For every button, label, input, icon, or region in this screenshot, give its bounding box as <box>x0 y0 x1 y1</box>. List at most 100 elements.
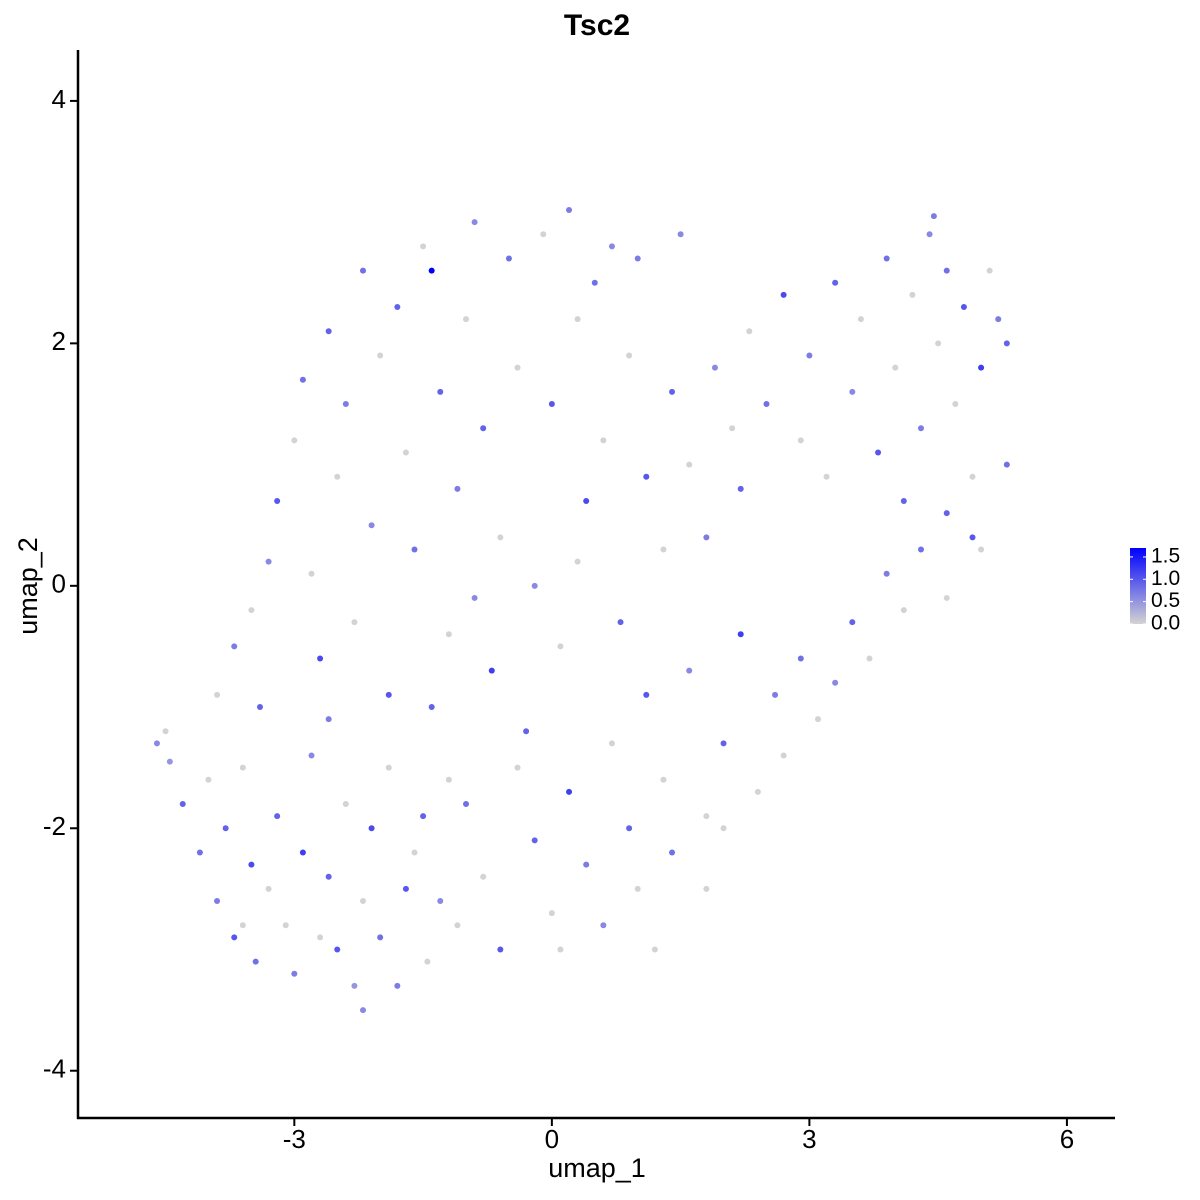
point <box>463 801 470 808</box>
point <box>334 473 341 480</box>
point <box>325 716 332 723</box>
y-tick-label: 4 <box>52 84 66 114</box>
point <box>394 303 401 310</box>
point <box>162 728 169 735</box>
point <box>926 231 933 238</box>
point <box>626 825 633 832</box>
point <box>334 946 341 953</box>
point <box>239 764 246 771</box>
x-axis-label: umap_1 <box>548 1153 646 1183</box>
point <box>325 328 332 335</box>
point <box>617 619 624 626</box>
point <box>608 740 615 747</box>
point <box>892 364 899 371</box>
point <box>900 607 907 614</box>
point <box>308 570 315 577</box>
point <box>402 885 409 892</box>
point <box>806 352 813 359</box>
point <box>471 219 478 226</box>
point <box>669 388 676 395</box>
point <box>875 449 882 456</box>
point <box>677 231 684 238</box>
point <box>424 958 431 965</box>
point <box>437 388 444 395</box>
point <box>205 776 212 783</box>
point <box>763 400 770 407</box>
y-tick-label: -4 <box>43 1054 66 1084</box>
point <box>703 813 710 820</box>
point <box>626 352 633 359</box>
point <box>368 522 375 529</box>
point <box>797 655 804 662</box>
point <box>943 267 950 274</box>
point <box>377 934 384 941</box>
point <box>608 243 615 250</box>
point <box>368 825 375 832</box>
point <box>282 922 289 929</box>
point <box>978 364 985 371</box>
point <box>930 213 937 220</box>
point <box>952 400 959 407</box>
point <box>917 425 924 432</box>
point <box>166 758 173 765</box>
point <box>252 958 259 965</box>
point <box>780 291 787 298</box>
point <box>351 619 358 626</box>
point <box>214 691 221 698</box>
point <box>385 764 392 771</box>
point <box>325 873 332 880</box>
point <box>360 898 367 905</box>
point <box>454 922 461 929</box>
point <box>1003 461 1010 468</box>
point <box>909 291 916 298</box>
point <box>291 437 298 444</box>
point <box>969 534 976 541</box>
point <box>900 497 907 504</box>
point <box>360 267 367 274</box>
point <box>960 303 967 310</box>
point <box>377 352 384 359</box>
point <box>849 388 856 395</box>
point <box>256 704 263 711</box>
point <box>754 788 761 795</box>
point <box>411 546 418 553</box>
point <box>463 316 470 323</box>
point <box>445 631 452 638</box>
point <box>686 461 693 468</box>
point <box>222 825 229 832</box>
point <box>557 946 564 953</box>
point <box>445 776 452 783</box>
point <box>299 376 306 383</box>
point <box>342 400 349 407</box>
point <box>660 546 667 553</box>
point <box>248 861 255 868</box>
point <box>299 849 306 856</box>
point <box>720 740 727 747</box>
point <box>883 570 890 577</box>
point <box>420 813 427 820</box>
points <box>153 207 1010 1014</box>
point <box>531 837 538 844</box>
point <box>703 534 710 541</box>
point <box>480 425 487 432</box>
point <box>660 776 667 783</box>
point <box>394 982 401 989</box>
point <box>497 946 504 953</box>
point <box>428 704 435 711</box>
point <box>583 497 590 504</box>
colorbar <box>1130 548 1146 624</box>
point <box>497 534 504 541</box>
point <box>488 667 495 674</box>
colorbar-label: 0.5 <box>1151 589 1180 612</box>
point <box>720 825 727 832</box>
point <box>574 558 581 565</box>
point <box>986 267 993 274</box>
point <box>437 898 444 905</box>
point <box>153 740 160 747</box>
point <box>179 801 186 808</box>
point <box>669 849 676 856</box>
point <box>531 582 538 589</box>
point <box>823 473 830 480</box>
x-tick-label: 0 <box>545 1124 559 1154</box>
